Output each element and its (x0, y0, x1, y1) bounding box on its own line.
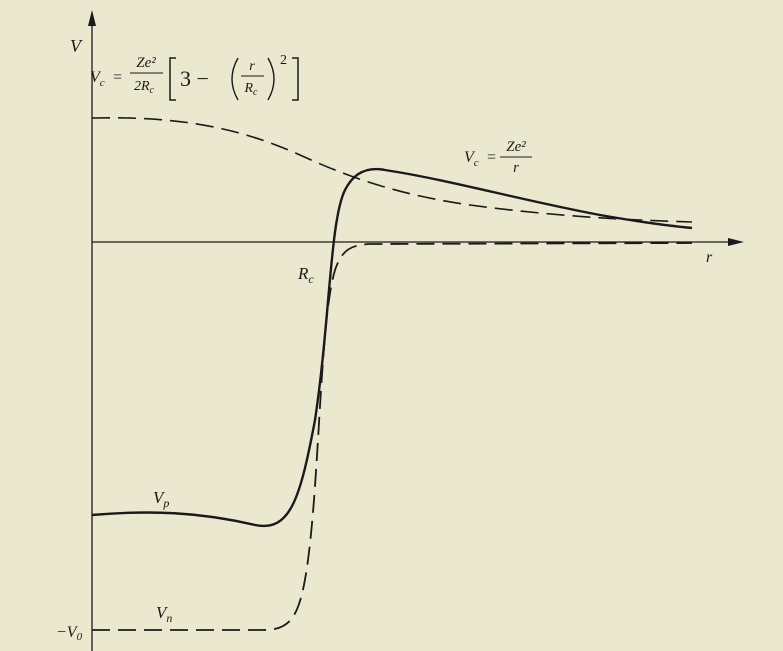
x-arrow (728, 238, 744, 246)
coulomb-denominator: r (513, 160, 519, 176)
inner-den-r-sub: c (253, 87, 258, 98)
coulomb-formula: Vc = Ze² r (464, 139, 532, 176)
inner-den-sub: c (150, 85, 155, 96)
inner-den-main: 2R (134, 79, 150, 94)
coulomb-equals: = (487, 149, 496, 166)
left-paren (231, 57, 239, 101)
vn-sub: n (166, 611, 172, 625)
neutron-curve (92, 242, 693, 631)
left-bracket (169, 57, 176, 101)
bracket-term: 3 − (180, 66, 209, 91)
coulomb-lhs-main: V (464, 149, 476, 166)
y-label: V (70, 36, 83, 56)
v0-sub: 0 (77, 631, 83, 643)
inner-den-r: Rc (243, 81, 258, 98)
vp-label: Vp (153, 488, 169, 510)
vn-label: Vn (156, 603, 172, 625)
coulomb-lhs: Vc (464, 149, 479, 169)
vp-sub: p (162, 496, 169, 510)
x-label: r (706, 249, 713, 266)
vn-main: V (156, 603, 169, 622)
v0-label: −V0 (56, 624, 83, 643)
coulomb-lhs-sub: c (474, 157, 479, 169)
inner-equals: = (113, 69, 122, 86)
v0-main: −V (56, 624, 79, 641)
inner-numerator: Ze² (136, 55, 156, 71)
y-arrow (88, 10, 96, 26)
inner-den-r-main: R (243, 81, 253, 96)
inner-formula: Vc = Ze² 2Rc 3 − r Rc 2 (90, 53, 299, 101)
inner-denominator: 2Rc (134, 79, 155, 96)
inner-lhs-sub: c (100, 77, 105, 89)
inner-lhs: Vc (90, 69, 105, 89)
rc-main: R (297, 264, 309, 283)
inner-coulomb-curve (91, 116, 693, 223)
right-bracket (292, 57, 299, 101)
proton-curve (91, 167, 693, 528)
inner-lhs-main: V (90, 69, 102, 86)
rc-sub: c (308, 272, 314, 286)
right-paren (267, 57, 275, 101)
power: 2 (280, 53, 287, 68)
coulomb-numerator: Ze² (506, 139, 526, 155)
vp-main: V (153, 488, 166, 507)
inner-num-r: r (249, 59, 255, 74)
rc-label: Rc (297, 264, 314, 286)
